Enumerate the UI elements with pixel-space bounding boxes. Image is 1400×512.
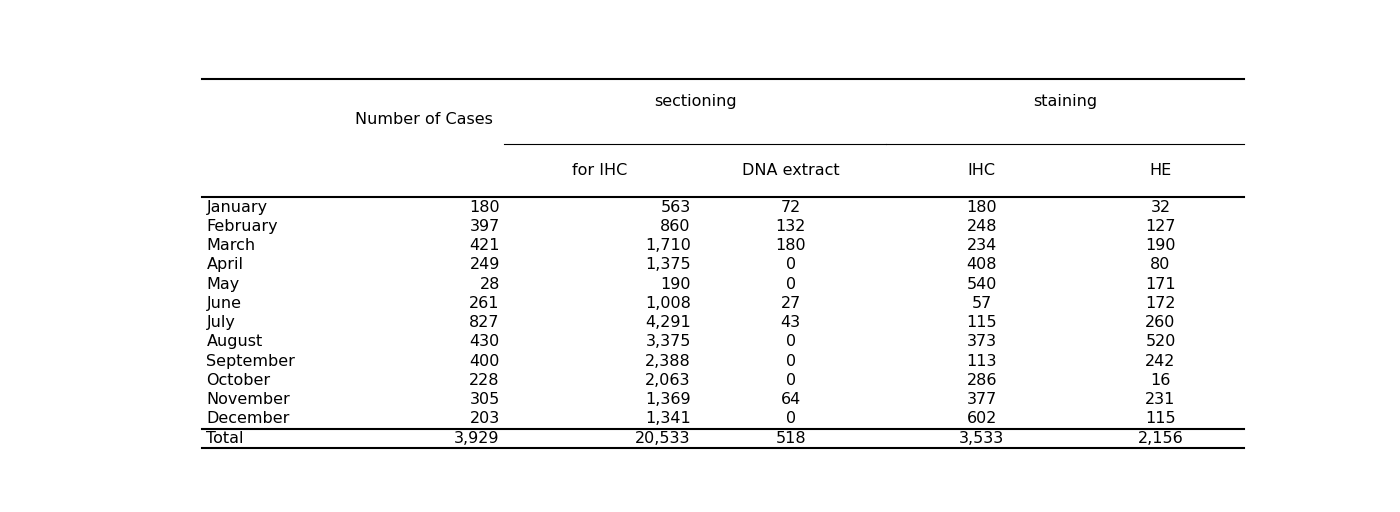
Text: 0: 0 bbox=[785, 258, 795, 272]
Text: 16: 16 bbox=[1151, 373, 1170, 388]
Text: 115: 115 bbox=[966, 315, 997, 330]
Text: December: December bbox=[206, 412, 290, 426]
Text: 43: 43 bbox=[781, 315, 801, 330]
Text: 0: 0 bbox=[785, 354, 795, 369]
Text: 113: 113 bbox=[966, 354, 997, 369]
Text: 827: 827 bbox=[469, 315, 500, 330]
Text: 1,375: 1,375 bbox=[645, 258, 690, 272]
Text: 286: 286 bbox=[966, 373, 997, 388]
Text: August: August bbox=[206, 334, 263, 349]
Text: 540: 540 bbox=[966, 276, 997, 292]
Text: 602: 602 bbox=[966, 412, 997, 426]
Text: 32: 32 bbox=[1151, 200, 1170, 215]
Text: for IHC: for IHC bbox=[573, 163, 627, 178]
Text: 3,375: 3,375 bbox=[645, 334, 690, 349]
Text: 0: 0 bbox=[785, 334, 795, 349]
Text: 3,533: 3,533 bbox=[959, 431, 1004, 445]
Text: 127: 127 bbox=[1145, 219, 1176, 234]
Text: 2,063: 2,063 bbox=[645, 373, 690, 388]
Text: 430: 430 bbox=[469, 334, 500, 349]
Text: 72: 72 bbox=[781, 200, 801, 215]
Text: 190: 190 bbox=[661, 276, 690, 292]
Text: 2,388: 2,388 bbox=[645, 354, 690, 369]
Text: 400: 400 bbox=[469, 354, 500, 369]
Text: February: February bbox=[206, 219, 279, 234]
Text: sectioning: sectioning bbox=[654, 94, 736, 110]
Text: 249: 249 bbox=[469, 258, 500, 272]
Text: 260: 260 bbox=[1145, 315, 1176, 330]
Text: 20,533: 20,533 bbox=[636, 431, 690, 445]
Text: 27: 27 bbox=[781, 296, 801, 311]
Text: 1,710: 1,710 bbox=[645, 238, 690, 253]
Text: 397: 397 bbox=[469, 219, 500, 234]
Text: 172: 172 bbox=[1145, 296, 1176, 311]
Text: 0: 0 bbox=[785, 276, 795, 292]
Text: 190: 190 bbox=[1145, 238, 1176, 253]
Text: 408: 408 bbox=[966, 258, 997, 272]
Text: March: March bbox=[206, 238, 256, 253]
Text: 203: 203 bbox=[469, 412, 500, 426]
Text: October: October bbox=[206, 373, 270, 388]
Text: 80: 80 bbox=[1151, 258, 1170, 272]
Text: 180: 180 bbox=[469, 200, 500, 215]
Text: 115: 115 bbox=[1145, 412, 1176, 426]
Text: 1,369: 1,369 bbox=[645, 392, 690, 407]
Text: 305: 305 bbox=[469, 392, 500, 407]
Text: 421: 421 bbox=[469, 238, 500, 253]
Text: January: January bbox=[206, 200, 267, 215]
Text: 64: 64 bbox=[781, 392, 801, 407]
Text: 0: 0 bbox=[785, 373, 795, 388]
Text: 520: 520 bbox=[1145, 334, 1176, 349]
Text: 180: 180 bbox=[966, 200, 997, 215]
Text: DNA extract: DNA extract bbox=[742, 163, 840, 178]
Text: 231: 231 bbox=[1145, 392, 1176, 407]
Text: April: April bbox=[206, 258, 244, 272]
Text: 860: 860 bbox=[661, 219, 690, 234]
Text: September: September bbox=[206, 354, 295, 369]
Text: 3,929: 3,929 bbox=[454, 431, 500, 445]
Text: 1,008: 1,008 bbox=[645, 296, 690, 311]
Text: 518: 518 bbox=[776, 431, 806, 445]
Text: 248: 248 bbox=[966, 219, 997, 234]
Text: 132: 132 bbox=[776, 219, 806, 234]
Text: 2,156: 2,156 bbox=[1138, 431, 1183, 445]
Text: 242: 242 bbox=[1145, 354, 1176, 369]
Text: June: June bbox=[206, 296, 241, 311]
Text: 57: 57 bbox=[972, 296, 993, 311]
Text: HE: HE bbox=[1149, 163, 1172, 178]
Text: 180: 180 bbox=[776, 238, 806, 253]
Text: May: May bbox=[206, 276, 239, 292]
Text: IHC: IHC bbox=[967, 163, 995, 178]
Text: 228: 228 bbox=[469, 373, 500, 388]
Text: 234: 234 bbox=[966, 238, 997, 253]
Text: 4,291: 4,291 bbox=[645, 315, 690, 330]
Text: 563: 563 bbox=[661, 200, 690, 215]
Text: Number of Cases: Number of Cases bbox=[356, 112, 493, 127]
Text: 1,341: 1,341 bbox=[645, 412, 690, 426]
Text: July: July bbox=[206, 315, 235, 330]
Text: staining: staining bbox=[1033, 94, 1098, 110]
Text: 0: 0 bbox=[785, 412, 795, 426]
Text: 261: 261 bbox=[469, 296, 500, 311]
Text: 28: 28 bbox=[479, 276, 500, 292]
Text: 171: 171 bbox=[1145, 276, 1176, 292]
Text: 377: 377 bbox=[966, 392, 997, 407]
Text: Total: Total bbox=[206, 431, 244, 445]
Text: 373: 373 bbox=[967, 334, 997, 349]
Text: November: November bbox=[206, 392, 290, 407]
